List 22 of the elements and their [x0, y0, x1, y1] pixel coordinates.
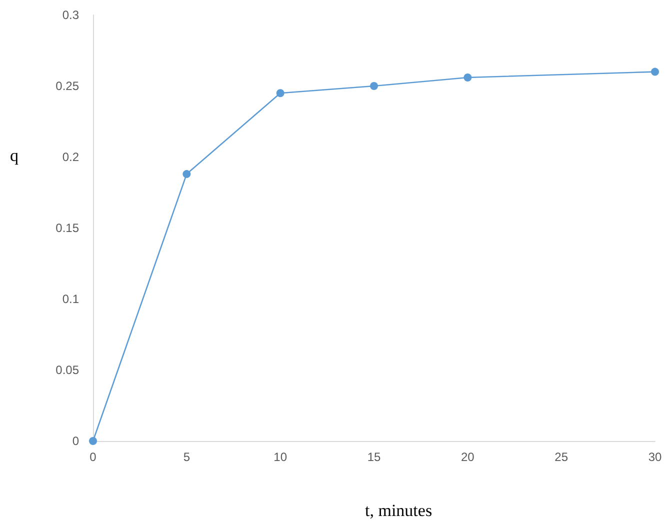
point — [651, 68, 659, 76]
x-tick-label: 15 — [367, 450, 381, 464]
point — [182, 170, 191, 178]
point — [370, 82, 378, 90]
y-tick-label: 0.25 — [56, 79, 80, 93]
y-tick-label: 0.3 — [62, 8, 80, 22]
y-tick-label: 0.05 — [56, 363, 80, 377]
point — [464, 73, 472, 82]
y-axis-title: q — [10, 146, 19, 165]
y-tick-label: 0.1 — [62, 292, 80, 306]
y-tick-label: 0 — [72, 434, 80, 448]
x-tick-label: 10 — [274, 450, 288, 464]
x-axis-title: t, minutes — [365, 501, 432, 520]
point — [89, 437, 97, 445]
x-tick-label: 0 — [90, 450, 97, 464]
y-tick-label: 0.2 — [62, 150, 80, 164]
point — [276, 89, 284, 98]
x-tick-label: 25 — [554, 450, 568, 464]
y-tick-label: 0.15 — [56, 221, 80, 235]
x-tick-label: 20 — [460, 450, 475, 464]
x-tick-label: 30 — [648, 450, 662, 464]
x-tick-label: 5 — [183, 450, 190, 464]
